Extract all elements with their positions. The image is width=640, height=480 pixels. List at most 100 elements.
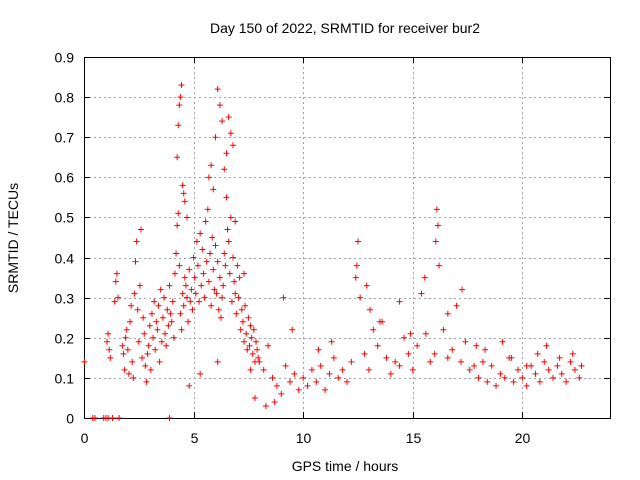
data-point [475, 374, 482, 381]
data-point [357, 294, 364, 301]
data-point [131, 290, 138, 297]
x-tick-label: 0 [81, 430, 89, 446]
data-point [392, 358, 399, 365]
data-point [164, 306, 171, 313]
data-point [186, 266, 193, 273]
data-point [422, 330, 429, 337]
data-point [471, 362, 478, 369]
data-point [178, 82, 185, 89]
data-point [217, 314, 224, 321]
data-point [140, 314, 147, 321]
data-point [308, 366, 315, 373]
data-point [554, 362, 561, 369]
x-axis-label: GPS time / hours [292, 458, 399, 474]
data-point [182, 282, 189, 289]
data-point [418, 290, 425, 297]
data-point [205, 174, 212, 181]
data-point [226, 270, 233, 277]
data-point [449, 346, 456, 353]
data-point [497, 370, 504, 377]
data-point [160, 294, 167, 301]
data-point [174, 154, 181, 161]
data-point [227, 214, 234, 221]
data-point [545, 366, 552, 373]
data-point [282, 362, 289, 369]
data-point [576, 374, 583, 381]
data-point [169, 298, 176, 305]
data-point [354, 238, 361, 245]
data-point [396, 362, 403, 369]
data-point [287, 378, 294, 385]
data-point [177, 310, 184, 317]
data-point [291, 370, 298, 377]
data-point [508, 354, 515, 361]
data-point [155, 302, 162, 309]
data-point [192, 290, 199, 297]
tick-labels: 0 0.1 0.2 0.3 0.4 0.5 0.6 0.7 0.8 0.9 0 5 10 15 20 [55, 50, 531, 447]
data-point [484, 378, 491, 385]
data-point [179, 290, 186, 297]
y-tick-label: 0.2 [55, 331, 75, 347]
data-point [208, 302, 215, 309]
data-point [352, 274, 359, 281]
data-point [208, 162, 215, 169]
data-point [207, 250, 214, 257]
tick-marks [84, 57, 610, 419]
data-point [510, 378, 517, 385]
data-point [157, 286, 164, 293]
data-point [289, 326, 296, 333]
x-tick-label: 5 [191, 430, 199, 446]
data-point [171, 270, 178, 277]
chart-title: Day 150 of 2022, SRMTID for receiver bur… [210, 20, 480, 36]
y-tick-label: 0.4 [55, 251, 75, 267]
data-point [365, 366, 372, 373]
data-point [466, 366, 473, 373]
data-point [176, 102, 183, 109]
data-point [176, 262, 183, 269]
data-point [440, 326, 447, 333]
data-point [250, 326, 257, 333]
data-point [116, 415, 123, 421]
data-point [178, 326, 185, 333]
y-tick-label: 0.5 [55, 210, 75, 226]
data-point [339, 366, 346, 373]
data-point [216, 102, 223, 109]
data-point [254, 346, 261, 353]
data-point [523, 362, 530, 369]
data-point [421, 274, 428, 281]
data-point [221, 166, 228, 173]
data-point [196, 298, 203, 305]
data-point [245, 314, 252, 321]
data-point [273, 382, 280, 389]
data-point [256, 358, 263, 365]
data-point [152, 346, 159, 353]
data-point [407, 330, 414, 337]
data-point [444, 310, 451, 317]
data-point [223, 194, 230, 201]
data-point [212, 134, 219, 141]
data-point [326, 370, 333, 377]
data-point [304, 382, 311, 389]
data-point [201, 294, 208, 301]
data-point [105, 330, 112, 337]
data-point [107, 354, 114, 361]
data-point [190, 254, 197, 261]
data-point [432, 238, 439, 245]
data-point [328, 338, 335, 345]
y-tick-label: 0.8 [55, 90, 75, 106]
data-point [543, 342, 550, 349]
y-tick-label: 0.9 [55, 50, 75, 66]
data-point [139, 354, 146, 361]
data-point [578, 362, 585, 369]
data-point [114, 294, 121, 301]
data-point [243, 330, 250, 337]
data-point [237, 326, 244, 333]
data-point [532, 370, 539, 377]
data-point [239, 318, 246, 325]
data-point [453, 302, 460, 309]
data-point [228, 298, 235, 305]
y-tick-label: 0.1 [55, 371, 75, 387]
data-point [493, 382, 500, 389]
